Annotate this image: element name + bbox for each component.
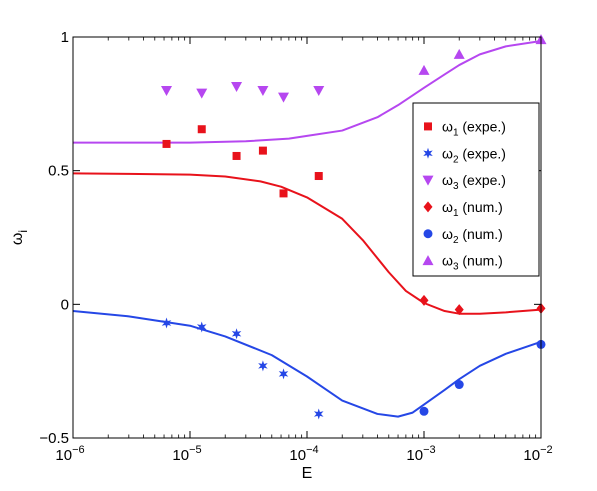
legend-label: ω3 (expe.) [442, 172, 506, 192]
data-point-square [279, 189, 288, 198]
data-point-diamond [454, 304, 464, 316]
legend-marker-triangle-down [422, 175, 434, 186]
y-tick-label: 0 [61, 296, 69, 313]
fit-curve-1 [72, 172, 542, 315]
legend-item: ω3 (expe.) [422, 172, 506, 192]
x-axis-label: E [302, 465, 313, 482]
data-point-triangle-down [278, 92, 290, 103]
legend-label: ω2 (expe.) [442, 145, 506, 165]
legend-item: ω2 (expe.) [423, 145, 506, 165]
data-point-square [232, 151, 241, 160]
data-point-triangle-down [231, 81, 243, 92]
data-point-star [161, 317, 172, 329]
legend-item: ω3 (num.) [422, 253, 503, 273]
fit-curves [72, 40, 542, 418]
data-point-circle [454, 380, 464, 390]
y-tick-label: −0.5 [39, 430, 69, 447]
legend-marker-square [424, 122, 432, 131]
data-point-star [313, 408, 324, 420]
fit-curve-3 [73, 40, 542, 144]
data-point-triangle-up [418, 64, 430, 75]
legend: ω1 (expe.)ω2 (expe.)ω3 (expe.)ω1 (num.)ω… [412, 102, 540, 277]
legend-item: ω1 (expe.) [424, 118, 506, 138]
data-point-star [231, 328, 242, 340]
legend-label: ω3 (num.) [442, 253, 503, 273]
legend-marker-diamond [423, 201, 433, 213]
axis-ticks: 10−6 10−5 10−4 10−3 10−2−0.500.51 [39, 29, 552, 464]
legend-marker-circle [423, 229, 433, 239]
data-point-square [314, 172, 323, 181]
data-point-circle [419, 406, 429, 416]
legend-marker-star [423, 147, 433, 159]
legend-box [412, 102, 540, 277]
y-axis-label: ωi [9, 230, 30, 245]
data-point-triangle-down [161, 85, 173, 96]
data-point-square [162, 139, 171, 148]
data-point-triangle-up [453, 48, 465, 59]
data-point-square [197, 125, 206, 134]
fit-curve-2 [72, 310, 542, 418]
data-point-diamond [419, 294, 429, 306]
y-tick-label: 1 [61, 29, 69, 46]
data-point-star [278, 368, 289, 380]
legend-label: ω1 (expe.) [442, 118, 506, 138]
legend-marker-triangle-up [422, 255, 434, 266]
y-tick-label: 0.5 [48, 163, 69, 180]
data-point-triangle-down [196, 88, 208, 99]
data-point-star [258, 360, 268, 372]
data-point-star [196, 321, 207, 333]
data-point-square [258, 146, 267, 155]
data-point-triangle-down [313, 85, 325, 96]
data-point-triangle-down [257, 85, 269, 96]
